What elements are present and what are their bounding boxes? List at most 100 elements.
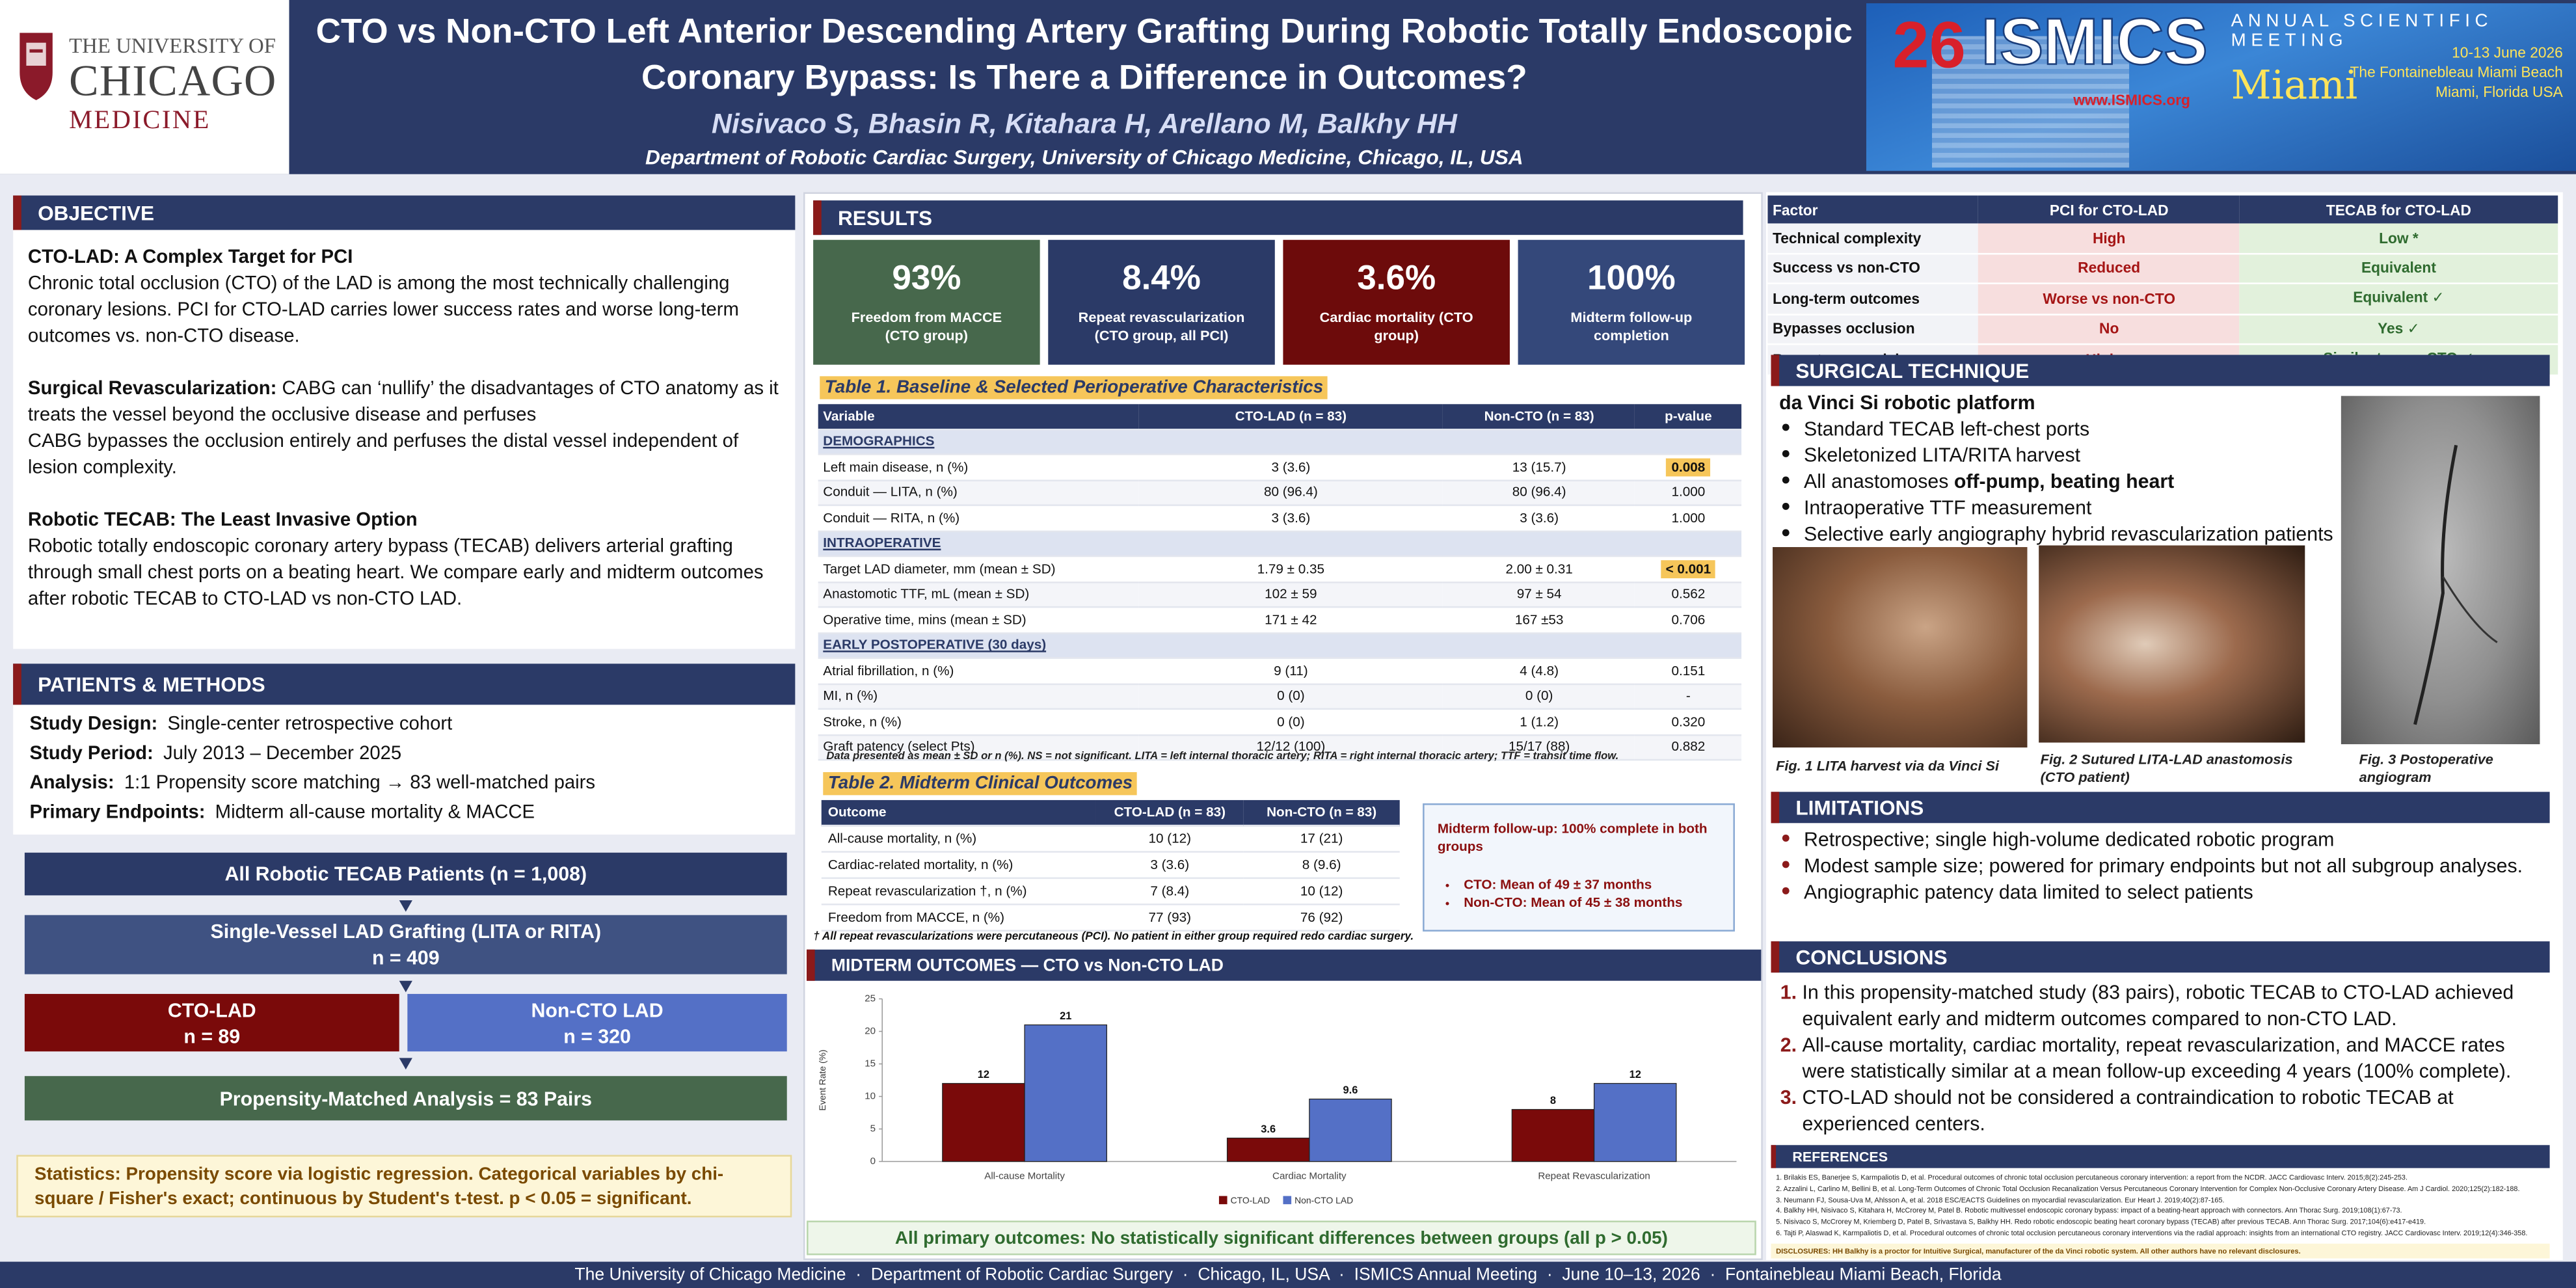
table-cell: Repeat revascularization †, n (%) [821,878,1096,906]
section-heading: PATIENTS & METHODS [13,664,796,705]
banner-url: www.ISMICS.org [2073,92,2190,109]
table-title: Table 1. Baseline & Selected Perioperati… [820,376,1328,399]
table-row: MI, n (%) 0 (0) 0 (0) - [818,683,1742,710]
table-cell: 77 (93) [1095,904,1244,932]
value-label: 21 [1060,1010,1071,1022]
flow-text: Non-CTO LAD [531,998,664,1021]
table-cell: Technical complexity [1767,223,1979,254]
figure-caption: Fig. 1 LITA harvest via da Vinci Si [1776,757,2000,774]
figure-image [1773,546,2028,748]
table-cell: Stroke, n (%) [818,708,1139,736]
flow-text: n = 320 [563,1024,631,1048]
limitations-list: Retrospective; single high-volume dedica… [1775,826,2547,905]
table-cell: Freedom from MACCE, n (%) [821,904,1096,932]
table-cell: High [1978,223,2240,254]
item-label: Study Design: [29,713,158,734]
item-text: July 2013 – December 2025 [163,742,402,764]
table-cell: Anastomotic TTF, mL (mean ± SD) [818,582,1139,608]
table-cell: 3 (3.6) [1138,454,1443,481]
table-cell: 1.000 [1635,479,1742,506]
stat-label: Midterm follow-up completion [1570,308,1693,343]
table-cell: - [1635,683,1742,710]
table-cell: 0.320 [1635,708,1742,736]
logo-box: THE UNIVERSITY OF CHICAGO MEDICINE [0,0,289,174]
banner-meeting: ANNUAL SCIENTIFIC [2231,11,2493,31]
table-row: Success vs non-CTO Reduced Equivalent [1767,252,2558,284]
column-header: Non-CTO (n = 83) [1243,799,1400,827]
subheading: Robotic TECAB: The Least Invasive Option [27,509,418,531]
reference: 4. Balkhy HH, Nisivaco S, Kitahara H, Mc… [1776,1206,2402,1215]
column-header: p-value [1635,404,1742,430]
header-row: Factor PCI for CTO-LAD TECAB for CTO-LAD [1767,195,2558,224]
flow-text: CTO-LAD [167,998,256,1021]
table-cell: Cardiac-related mortality, n (%) [821,852,1096,879]
column-header: Outcome [821,799,1096,827]
legend-label: Non-CTO LAD [1295,1195,1353,1205]
table-cell: Worse vs non-CTO [1978,283,2240,315]
banner-meeting: MEETING [2231,31,2348,51]
flow-box: Propensity-Matched Analysis = 83 Pairs [24,1076,787,1121]
followup-item: Non-CTO: Mean of 45 ± 38 months [1464,894,1720,912]
section-heading: OBJECTIVE [13,195,796,230]
reference: 6. Tajti P, Alaswad K, Karmpaliotis D, e… [1776,1229,2528,1237]
legend-swatch [1218,1196,1228,1205]
legend-swatch [1283,1196,1292,1205]
header-row: Variable CTO-LAD (n = 83) Non-CTO (n = 83)… [818,404,1742,430]
table-row: Conduit — RITA, n (%) 3 (3.6) 3 (3.6) 1.000 [818,505,1742,531]
section-label: EARLY POSTOPERATIVE (30 days) [818,632,1742,659]
table-row: All-cause mortality, n (%) 10 (12) 17 (21) [821,825,1400,853]
disclosures: DISCLOSURES: HH Balkhy is a proctor for … [1771,1243,2550,1259]
objective-box: CTO-LAD: A Complex Target for PCI Chroni… [13,230,796,649]
table-cell: Conduit — RITA, n (%) [818,505,1139,531]
item-text: Midterm all-cause mortality & MACCE [215,801,535,824]
stat-box: 100% Midterm follow-up completion [1518,239,1745,365]
table-cell: 3 (3.6) [1095,852,1244,879]
flow-text: Propensity-Matched Analysis = 83 Pairs [219,1086,593,1110]
method-item: Analysis: 1:1 Propensity score matching →… [29,769,779,798]
table-cell: 10 (12) [1243,878,1400,906]
angiogram-vessel [2413,444,2498,725]
logo-line: CHICAGO [69,55,277,105]
table-cell: 102 ± 59 [1138,582,1443,608]
followup-item: CTO: Mean of 49 ± 37 months [1464,876,1720,894]
table-cell: 0 (0) [1138,683,1443,710]
table-cell: 76 (92) [1243,904,1400,932]
y-axis-label: Event Rate (%) [817,1049,827,1110]
section-row: EARLY POSTOPERATIVE (30 days) [818,632,1742,659]
table-row: Atrial fibrillation, n (%) 9 (11) 4 (4.8) 0… [818,658,1742,684]
table-cell: 0.706 [1635,607,1742,634]
table-cell: 1 (1.2) [1443,708,1635,736]
stat-value: 3.6% [1357,260,1436,298]
text: All anastomoses [1804,470,1954,493]
table-cell: Bypasses occlusion [1767,314,1979,345]
flow-box: CTO-LAD n = 89 [24,993,399,1052]
table-cell: 167 ±53 [1443,607,1635,634]
table-cell: Target LAD diameter, mm (mean ± SD) [818,556,1139,583]
table-row: Left main disease, n (%) 3 (3.6) 13 (15.7)… [818,454,1742,481]
section-heading: REFERENCES [1771,1145,2550,1168]
meeting-banner: 26 ISMICS ANNUAL SCIENTIFIC MEETING 10-1… [1866,3,2576,171]
table-cell: 13 (15.7) [1443,454,1635,481]
conclusion: CTO-LAD should not be considered a contr… [1802,1084,2543,1137]
table-cell: 10 (12) [1095,825,1244,853]
bar [1024,1024,1107,1162]
y-tick-label: 20 [865,1026,876,1037]
table-row: Target LAD diameter, mm (mean ± SD) 1.79 … [818,556,1742,583]
table-row: Freedom from MACCE, n (%) 77 (93) 76 (92) [821,904,1400,932]
table-cell: 2.00 ± 0.31 [1443,556,1635,583]
table-cell: Graft patency (select Pts) [818,734,1139,761]
flow-box: Single-Vessel LAD Grafting (LITA or RITA… [24,915,787,974]
section-heading: CONCLUSIONS [1771,941,2550,973]
legend-label: CTO-LAD [1231,1195,1270,1205]
section-heading: LIMITATIONS [1771,792,2550,824]
table-cell: 171 ± 42 [1138,607,1443,634]
banner-number: 26 [1892,10,1966,83]
poster-title: CTO vs Non-CTO Left Anterior Descending … [315,13,1853,98]
table-cell: 8 (9.6) [1243,852,1400,879]
outcomes-table: Outcome CTO-LAD (n = 83) Non-CTO (n = 83) A… [821,799,1400,932]
y-tick-label: 5 [870,1123,876,1134]
table-row: Operative time, mins (mean ± SD) 171 ± 42… [818,607,1742,634]
subheading: CTO-LAD: A Complex Target for PCI [27,246,353,268]
bullet: All anastomoses off-pump, beating heart [1781,468,2341,494]
